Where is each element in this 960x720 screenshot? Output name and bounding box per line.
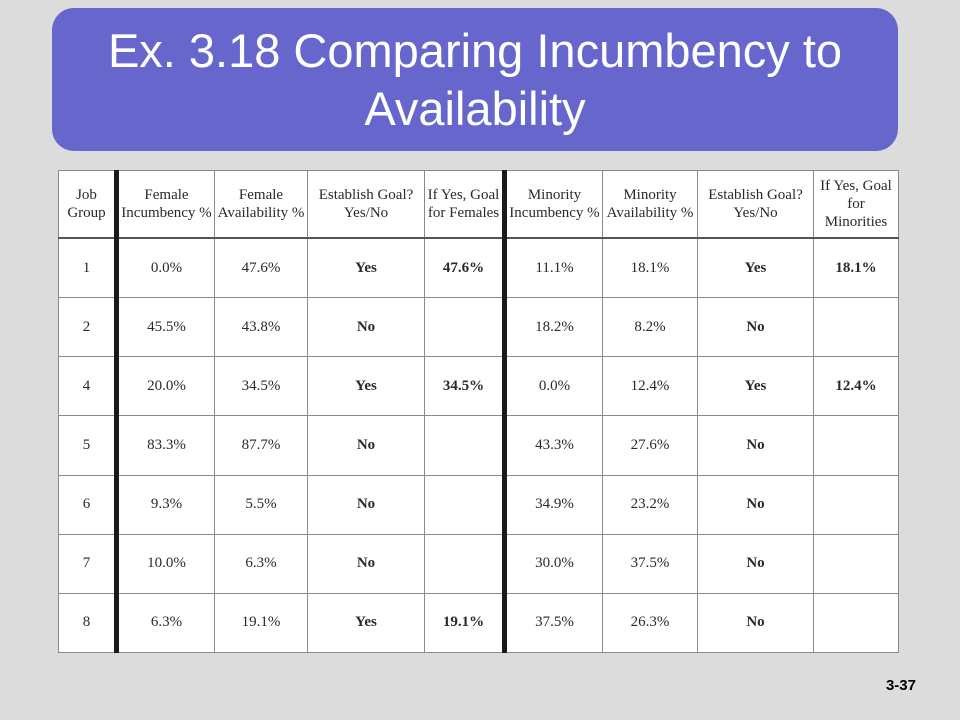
cell-female-establish-goal: Yes bbox=[307, 592, 425, 654]
cell-minority-incumbency: 18.2% bbox=[504, 297, 603, 358]
cell-female-incumbency: 20.0% bbox=[116, 356, 215, 417]
cell-minority-establish-goal: No bbox=[697, 533, 814, 594]
cell-minority-establish-goal: Yes bbox=[697, 237, 814, 299]
cell-minority-incumbency: 30.0% bbox=[504, 533, 603, 594]
cell-female-incumbency: 6.3% bbox=[116, 592, 215, 654]
cell-minority-availability: 23.2% bbox=[602, 474, 698, 535]
cell-minority-availability: 18.1% bbox=[602, 237, 698, 299]
incumbency-availability-table: Job Group Female Incumbency % Female Ava… bbox=[58, 170, 899, 654]
table-row: 6 9.3% 5.5% No 34.9% 23.2% No bbox=[58, 474, 899, 535]
cell-female-availability: 19.1% bbox=[214, 592, 308, 654]
cell-goal-females bbox=[424, 415, 507, 476]
cell-minority-availability: 8.2% bbox=[602, 297, 698, 358]
cell-minority-incumbency: 11.1% bbox=[504, 237, 603, 299]
table-row: 5 83.3% 87.7% No 43.3% 27.6% No bbox=[58, 415, 899, 476]
cell-minority-establish-goal: No bbox=[697, 592, 814, 654]
header-minority-incumbency: Minority Incumbency % bbox=[504, 170, 603, 239]
cell-goal-females bbox=[424, 474, 507, 535]
cell-female-incumbency: 0.0% bbox=[116, 237, 215, 299]
header-minority-establish-goal: Establish Goal? Yes/No bbox=[697, 170, 814, 239]
cell-job-group: 5 bbox=[58, 415, 119, 476]
header-female-availability: Female Availability % bbox=[214, 170, 308, 239]
cell-goal-minorities bbox=[813, 533, 899, 594]
cell-female-incumbency: 9.3% bbox=[116, 474, 215, 535]
cell-job-group: 2 bbox=[58, 297, 119, 358]
cell-female-establish-goal: Yes bbox=[307, 237, 425, 299]
table-header-row: Job Group Female Incumbency % Female Ava… bbox=[58, 170, 899, 239]
cell-female-availability: 5.5% bbox=[214, 474, 308, 535]
cell-female-establish-goal: No bbox=[307, 533, 425, 594]
cell-job-group: 1 bbox=[58, 237, 119, 299]
cell-minority-availability: 12.4% bbox=[602, 356, 698, 417]
cell-female-availability: 47.6% bbox=[214, 237, 308, 299]
table-row: 4 20.0% 34.5% Yes 34.5% 0.0% 12.4% Yes 12.4% bbox=[58, 356, 899, 417]
cell-job-group: 8 bbox=[58, 592, 119, 654]
cell-goal-females: 34.5% bbox=[424, 356, 507, 417]
cell-female-availability: 43.8% bbox=[214, 297, 308, 358]
table-row: 1 0.0% 47.6% Yes 47.6% 11.1% 18.1% Yes 18.1% bbox=[58, 237, 899, 299]
cell-goal-minorities: 18.1% bbox=[813, 237, 899, 299]
cell-goal-females: 47.6% bbox=[424, 237, 507, 299]
cell-minority-incumbency: 0.0% bbox=[504, 356, 603, 417]
header-job-group: Job Group bbox=[58, 170, 119, 239]
header-goal-minorities: If Yes, Goal for Minorities bbox=[813, 170, 899, 239]
cell-minority-availability: 26.3% bbox=[602, 592, 698, 654]
cell-female-incumbency: 45.5% bbox=[116, 297, 215, 358]
header-minority-availability: Minority Availability % bbox=[602, 170, 698, 239]
table-row: 2 45.5% 43.8% No 18.2% 8.2% No bbox=[58, 297, 899, 358]
cell-minority-incumbency: 34.9% bbox=[504, 474, 603, 535]
cell-goal-minorities bbox=[813, 474, 899, 535]
cell-female-establish-goal: No bbox=[307, 415, 425, 476]
cell-goal-minorities bbox=[813, 297, 899, 358]
cell-female-establish-goal: No bbox=[307, 297, 425, 358]
slide-title-banner: Ex. 3.18 Comparing Incumbency to Availab… bbox=[52, 8, 898, 151]
cell-job-group: 7 bbox=[58, 533, 119, 594]
cell-minority-establish-goal: No bbox=[697, 415, 814, 476]
cell-goal-minorities bbox=[813, 415, 899, 476]
cell-minority-incumbency: 43.3% bbox=[504, 415, 603, 476]
cell-minority-incumbency: 37.5% bbox=[504, 592, 603, 654]
cell-female-establish-goal: No bbox=[307, 474, 425, 535]
cell-female-incumbency: 10.0% bbox=[116, 533, 215, 594]
cell-minority-establish-goal: Yes bbox=[697, 356, 814, 417]
cell-minority-establish-goal: No bbox=[697, 474, 814, 535]
comparison-table-container: Job Group Female Incumbency % Female Ava… bbox=[58, 170, 899, 654]
cell-minority-availability: 37.5% bbox=[602, 533, 698, 594]
cell-goal-females bbox=[424, 533, 507, 594]
cell-female-availability: 87.7% bbox=[214, 415, 308, 476]
header-female-incumbency: Female Incumbency % bbox=[116, 170, 215, 239]
cell-female-availability: 6.3% bbox=[214, 533, 308, 594]
cell-female-establish-goal: Yes bbox=[307, 356, 425, 417]
cell-goal-minorities: 12.4% bbox=[813, 356, 899, 417]
cell-job-group: 6 bbox=[58, 474, 119, 535]
cell-female-incumbency: 83.3% bbox=[116, 415, 215, 476]
cell-female-availability: 34.5% bbox=[214, 356, 308, 417]
cell-goal-minorities bbox=[813, 592, 899, 654]
slide-number: 3-37 bbox=[885, 677, 916, 694]
header-female-establish-goal: Establish Goal? Yes/No bbox=[307, 170, 425, 239]
cell-minority-establish-goal: No bbox=[697, 297, 814, 358]
cell-goal-females: 19.1% bbox=[424, 592, 507, 654]
header-goal-females: If Yes, Goal for Females bbox=[424, 170, 507, 239]
table-row: 8 6.3% 19.1% Yes 19.1% 37.5% 26.3% No bbox=[58, 592, 899, 654]
cell-goal-females bbox=[424, 297, 507, 358]
cell-job-group: 4 bbox=[58, 356, 119, 417]
table-row: 7 10.0% 6.3% No 30.0% 37.5% No bbox=[58, 533, 899, 594]
table-body: 1 0.0% 47.6% Yes 47.6% 11.1% 18.1% Yes 18.1% 2 45.… bbox=[58, 237, 899, 654]
slide-title: Ex. 3.18 Comparing Incumbency to Availab… bbox=[107, 23, 843, 135]
cell-minority-availability: 27.6% bbox=[602, 415, 698, 476]
